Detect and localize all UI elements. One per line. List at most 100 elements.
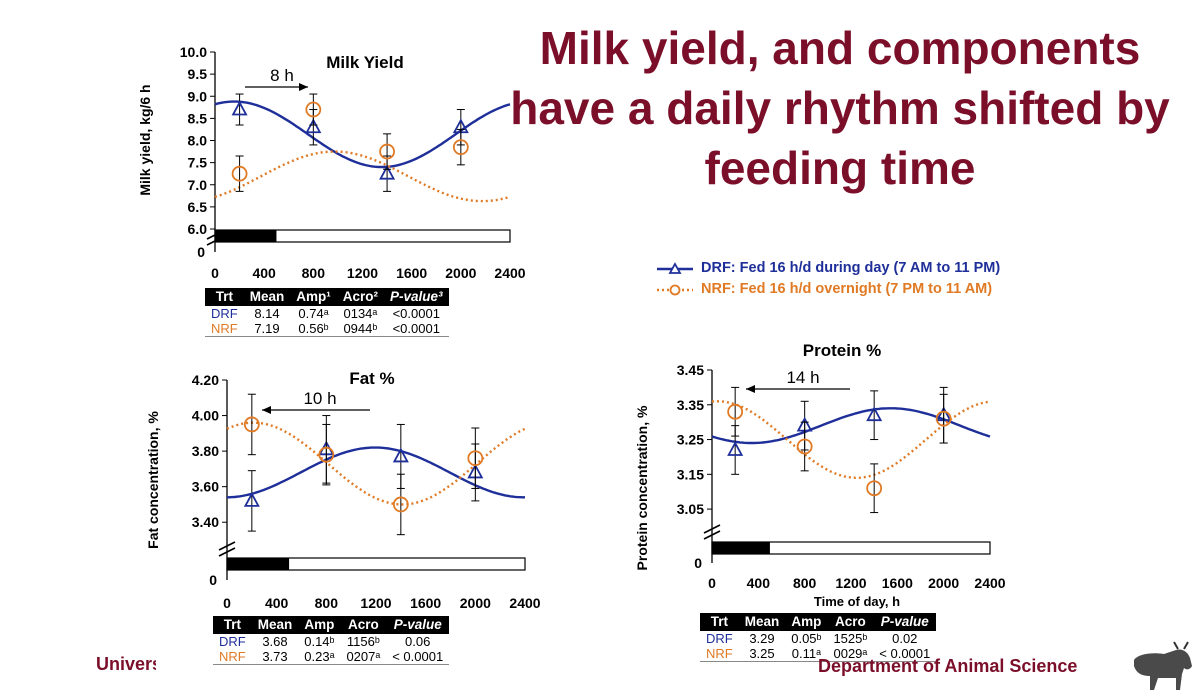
milk-chart: 6.0 6.5 7.0 7.5 8.0 8.5 9.0 9.5 10.0 00 400 800 1200… [137,44,526,281]
fat-shift-arrow-head [262,406,271,414]
fat-drf-fit-line [227,446,525,499]
protein-xtick-label: 2000 [928,575,959,591]
fat-drf-point [392,447,409,463]
fat-table-row: DRF 3.68 0.14ᵇ 1156ᵇ 0.06 [213,634,449,649]
legend-item-drf: DRF: Fed 16 h/d during day (7 AM to 11 P… [655,258,1000,279]
milk-table-cell: 8.14 [254,306,280,321]
protein-ytick-label: 3.45 [677,362,704,378]
milk-nrf-point [379,143,395,160]
milk-y-axis-label: Milk yield, kg/6 h [137,84,153,195]
fat-xtick-label: 400 [265,595,289,611]
protein-table-cell: 3.29 [749,631,775,646]
fat-stats-table: Trt Mean Amp Acro P-value DRF 3.68 0.14ᵇ 1156ᵇ 0.… [213,616,450,665]
fat-nrf-point [243,416,260,433]
milk-table-row: NRF 7.19 0.56ᵇ 0944ᵇ <0.0001 [205,321,449,337]
milk-table-cell: 0134ᵃ [343,306,378,321]
fat-table-header-cell: Trt [213,616,252,634]
milk-ytick-label: 9.0 [188,88,208,104]
protein-table-header-cell: Acro [827,613,874,631]
fat-chart-title: Fat % [349,369,394,388]
milk-table-header-cell: Acro² [336,288,384,306]
milk-table-header-cell: Mean [243,288,291,306]
milk-shift-arrow-head [299,83,308,91]
fat-axis-break [218,541,236,557]
protein-xtick-label: 1200 [835,575,866,591]
protein-stats-table: Trt Mean Amp Acro P-value DRF 3.29 0.05ᵇ 1525ᵇ 0.… [700,613,937,662]
fat-chart: 3.40 3.60 3.80 4.00 4.20 00 400 800 1200 1600 2000… [145,369,541,611]
protein-table-row: DRF 3.29 0.05ᵇ 1525ᵇ 0.02 [700,631,936,646]
protein-table-header-cell: Amp [785,613,828,631]
fat-table-cell: 0.23ᵃ [304,649,335,664]
footer-department: Department of Animal Science [818,656,1078,676]
protein-dark-bar [712,542,770,554]
protein-ytick-label: 3.05 [677,501,704,517]
fat-table-cell: NRF [219,649,246,664]
milk-xtick-label: 0 [211,265,219,281]
protein-table-cell: DRF [706,631,733,646]
protein-table-cell: 0.05ᵇ [791,631,822,646]
protein-nrf-point [796,438,813,455]
milk-y-zero-label: 0 [197,244,205,260]
protein-x-axis-label: Time of day, h [814,594,900,609]
protein-table-header-row: Trt Mean Amp Acro P-value [700,613,937,631]
protein-table-cell: 0.02 [892,631,918,646]
milk-table-cell: NRF [211,321,238,336]
legend-drf-line-icon [657,261,693,274]
milk-ytick-label: 8.0 [188,133,208,149]
fat-nrf-point [318,446,335,463]
fat-table-cell: 3.73 [262,649,288,664]
protein-xtick-label: 0 [708,575,716,591]
fat-xtick-label: 2000 [460,595,491,611]
fat-table-cell: < 0.0001 [392,649,444,664]
protein-chart: 3.05 3.15 3.25 3.35 3.45 00 400 800 1200 1600 2000… [634,341,1006,609]
protein-nrf-point [727,403,744,420]
fat-table-header-row: Trt Mean Amp Acro P-value [213,616,450,634]
milk-table-cell: <0.0001 [392,321,440,336]
protein-shift-arrow-head [746,385,755,393]
fat-xtick-label: 1600 [410,595,441,611]
milk-xtick-label: 800 [302,265,326,281]
fat-table-header-cell: Acro [340,616,387,634]
milk-table-cell: <0.0001 [392,306,440,321]
protein-axis-break [703,524,721,540]
milk-ytick-label: 7.0 [188,177,208,193]
protein-drf-point [866,406,883,422]
milk-xtick-label: 400 [252,265,276,281]
protein-ytick-label: 3.35 [677,397,704,413]
fat-table-header-cell: Amp [298,616,341,634]
fat-xtick-label: 1200 [360,595,391,611]
milk-nrf-fit-line [214,150,511,203]
slide-title: Milk yield, and components have a daily … [510,22,1170,194]
legend-item-nrf: NRF: Fed 16 h/d overnight (7 PM to 11 AM… [655,279,1000,300]
fat-nrf-point [392,496,409,513]
legend-nrf-label: NRF: Fed 16 h/d overnight (7 PM to 11 AM… [701,281,993,297]
milk-table-header-cell: Amp¹ [290,288,337,306]
milk-ytick-label: 7.5 [188,155,208,171]
milk-drf-fit-line [214,100,511,169]
milk-ytick-label: 6.5 [188,199,208,215]
fat-xtick-label: 2400 [509,595,540,611]
protein-table-header-cell: P-value [873,613,937,631]
protein-y-zero-label: 0 [694,555,702,571]
fat-xtick-label: 0 [223,595,231,611]
milk-drf-point [305,118,322,134]
milk-ytick-label: 6.0 [188,221,208,237]
milk-table-cell: 7.19 [254,321,280,336]
protein-shift-label: 14 h [786,368,819,387]
milk-ytick-label: 10.0 [180,44,207,60]
milk-nrf-point [305,101,322,118]
milk-table-cell: DRF [211,306,238,321]
fat-ytick-label: 4.00 [192,408,219,424]
fat-ytick-label: 4.20 [192,372,219,388]
cow-logo-icon [1134,641,1192,690]
protein-xtick-label: 800 [793,575,817,591]
fat-table-row: NRF 3.73 0.23ᵃ 0207ᵃ < 0.0001 [213,649,449,665]
milk-ytick-label: 8.5 [188,110,208,126]
fat-dark-bar [227,558,290,570]
fat-table-cell: DRF [219,634,246,649]
fat-drf-point [243,491,260,507]
protein-table-header-cell: Mean [738,613,786,631]
milk-table-header-cell: Trt [205,288,244,306]
milk-drf-point [379,164,396,180]
